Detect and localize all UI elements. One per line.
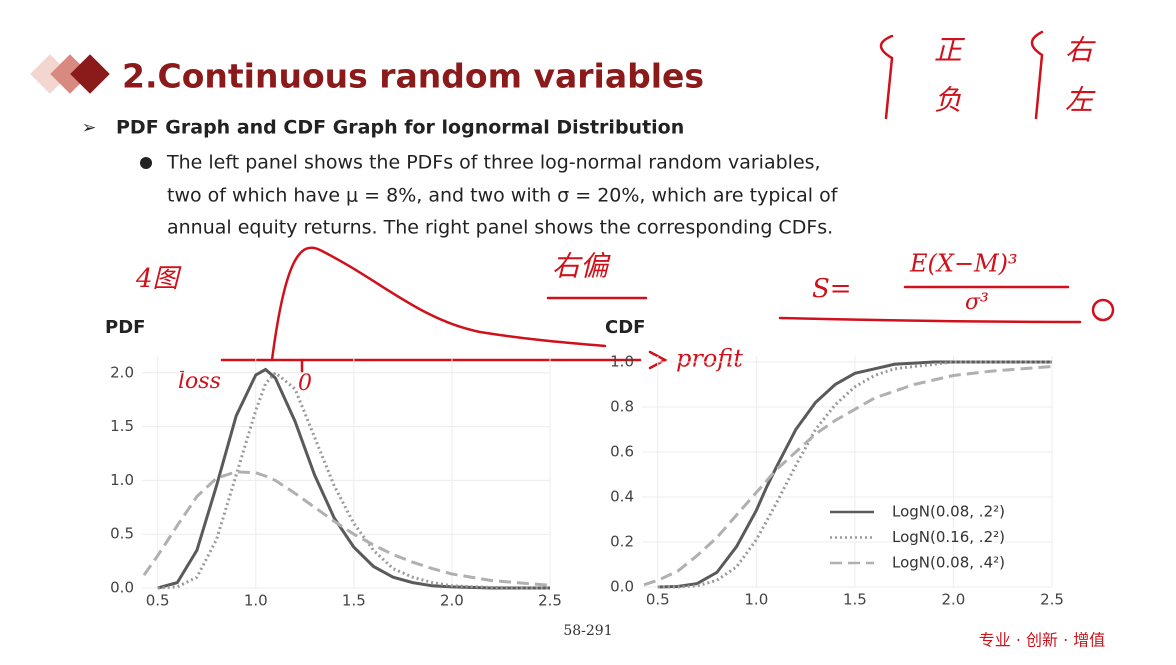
bullet-line: The left panel shows the PDFs of three l… — [166, 152, 821, 174]
x-tick-label: 2.5 — [1040, 591, 1064, 609]
y-tick-label: 1.5 — [110, 417, 134, 435]
x-tick-label: 2.0 — [942, 591, 966, 609]
y-tick-label: 0.5 — [110, 525, 134, 543]
y-tick-label: 0.2 — [610, 533, 634, 551]
chart-title: CDF — [605, 317, 645, 338]
annotation: 左 — [1065, 84, 1096, 117]
x-tick-label: 0.5 — [146, 592, 170, 610]
y-tick-label: 0.6 — [610, 443, 634, 461]
y-tick-label: 0.8 — [610, 398, 634, 416]
y-tick-label: 0.4 — [610, 488, 634, 506]
series-line — [657, 360, 1052, 589]
x-tick-label: 2.5 — [538, 592, 562, 610]
x-tick-label: 1.0 — [744, 591, 768, 609]
series-line — [142, 470, 551, 587]
x-tick-label: 1.0 — [244, 592, 268, 610]
legend-label: LogN(0.08, .2²) — [892, 503, 1005, 521]
heading: PDF Graph and CDF Graph for lognormal Di… — [116, 117, 684, 139]
annotation: 负 — [934, 84, 962, 117]
series-line — [643, 365, 1053, 587]
y-tick-label: 1.0 — [610, 353, 634, 371]
annotation: 正 — [934, 34, 966, 67]
x-tick-label: 2.0 — [440, 592, 464, 610]
annotation: 右 — [1065, 34, 1096, 67]
x-tick-label: 0.5 — [646, 591, 670, 609]
y-tick-label: 0.0 — [110, 579, 134, 597]
footer: 专业 · 创新 · 增值 — [979, 631, 1106, 650]
bullet-line: annual equity returns. The right panel s… — [167, 217, 833, 239]
annotation: profit — [676, 345, 743, 373]
x-tick-label: 1.5 — [342, 592, 366, 610]
slide-title: 2.Continuous random variables — [122, 57, 704, 96]
bullet-line: two of which have μ = 8%, and two with σ… — [167, 185, 839, 207]
annotation: 0 — [298, 371, 312, 396]
chart-title: PDF — [105, 317, 145, 338]
y-tick-label: 0.0 — [610, 578, 634, 596]
annotation: 右偏 — [552, 250, 611, 283]
title-decoration — [30, 54, 110, 94]
page-number: 58-291 — [563, 623, 612, 639]
y-tick-label: 2.0 — [110, 363, 134, 381]
annotation: 4图 — [135, 264, 183, 294]
annotation: E(X−M)³ — [909, 250, 1018, 278]
x-tick-label: 1.5 — [843, 591, 867, 609]
handwriting — [220, 30, 1115, 374]
annotation: σ³ — [965, 290, 989, 315]
legend-label: LogN(0.08, .4²) — [892, 554, 1005, 572]
legend-label: LogN(0.16, .2²) — [892, 528, 1005, 546]
y-tick-label: 1.0 — [110, 471, 134, 489]
heading-arrow: ➢ — [82, 118, 96, 138]
annotation: S= — [812, 274, 852, 304]
series-line — [157, 370, 551, 590]
bullet — [140, 157, 152, 169]
series-line — [157, 367, 550, 590]
